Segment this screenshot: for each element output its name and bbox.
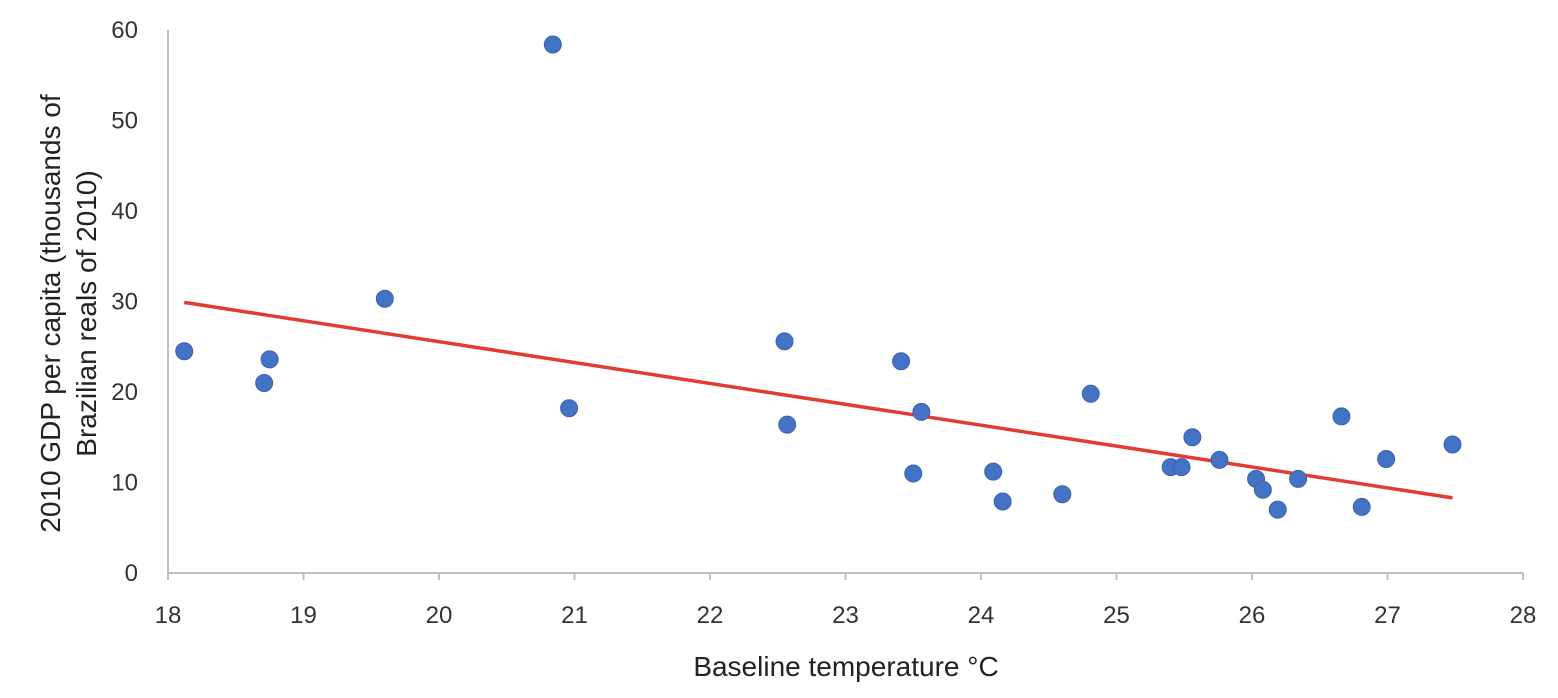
trendline-group	[183, 300, 1453, 500]
data-point	[175, 342, 194, 361]
x-axis-title: Baseline temperature °C	[693, 651, 998, 682]
data-point	[260, 350, 279, 369]
data-point	[1268, 500, 1287, 519]
x-tick-label: 26	[1239, 602, 1266, 629]
data-point	[892, 352, 911, 371]
x-tick-label: 24	[968, 602, 995, 629]
x-tick-label: 22	[697, 602, 724, 629]
data-point	[993, 492, 1012, 511]
tick-labels: 18 19 20 21 22 23 24 25 26 27 28 0 10 20 30 40 50 60	[111, 17, 1536, 629]
x-tick-label: 20	[426, 602, 453, 629]
x-tick-label: 21	[561, 602, 588, 629]
y-tick-label: 10	[111, 470, 138, 497]
data-point	[560, 399, 579, 418]
data-point	[1081, 384, 1100, 403]
data-point	[543, 35, 562, 54]
y-axis-title: 2010 GDP per capita (thousands of Brazili…	[35, 94, 102, 533]
x-tick-label: 19	[290, 602, 317, 629]
axes	[167, 30, 1524, 580]
data-point	[912, 402, 931, 421]
x-tick-label: 28	[1510, 602, 1537, 629]
data-point	[1183, 428, 1202, 447]
x-tick-label: 18	[155, 602, 182, 629]
data-point	[375, 289, 394, 308]
y-tick-label: 40	[111, 198, 138, 225]
data-point	[1443, 435, 1462, 454]
data-point	[1289, 469, 1308, 488]
data-point	[255, 373, 274, 392]
data-point	[1210, 450, 1229, 469]
data-point	[1053, 485, 1072, 504]
x-tick-label: 27	[1374, 602, 1401, 629]
data-point	[1352, 497, 1371, 516]
y-axis-title-line: Brazilian reals of 2010)	[71, 170, 102, 456]
y-tick-label: 50	[111, 108, 138, 135]
data-point	[1332, 407, 1351, 426]
y-tick-label: 60	[111, 17, 138, 44]
x-tick-label: 23	[832, 602, 859, 629]
y-tick-label: 0	[125, 560, 138, 587]
data-points	[175, 35, 1462, 519]
data-point	[775, 332, 794, 351]
y-tick-label: 20	[111, 379, 138, 406]
x-tick-label: 25	[1103, 602, 1130, 629]
y-tick-label: 30	[111, 289, 138, 316]
data-point	[778, 415, 797, 434]
data-point	[984, 462, 1003, 481]
data-point	[904, 464, 923, 483]
data-point	[1253, 480, 1272, 499]
data-point	[1377, 449, 1396, 468]
data-point	[1172, 458, 1191, 477]
trendline	[183, 300, 1453, 500]
y-axis-title-line: 2010 GDP per capita (thousands of	[35, 94, 66, 533]
